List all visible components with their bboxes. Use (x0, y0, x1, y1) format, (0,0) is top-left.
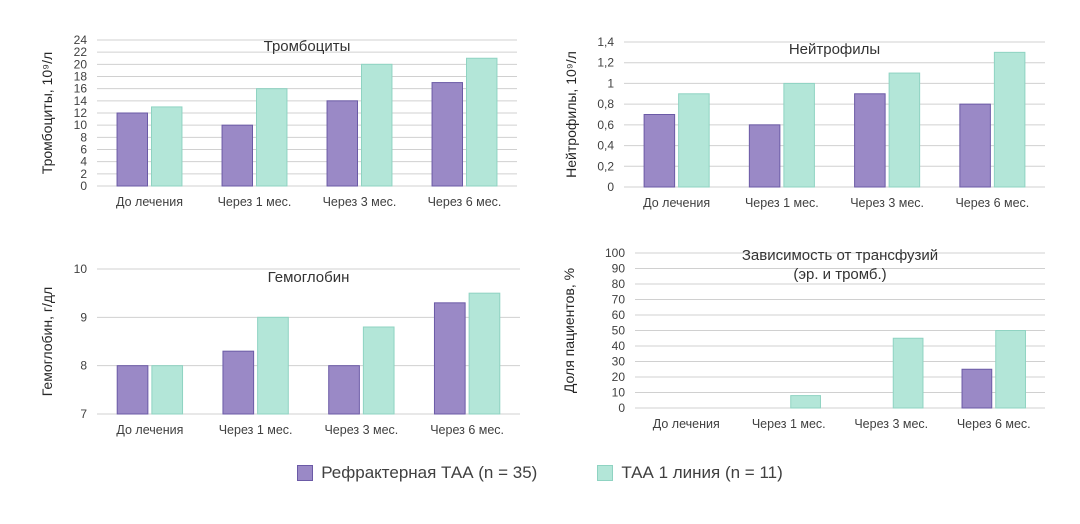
legend-label-refractory: Рефрактерная ТАА (n = 35) (321, 463, 538, 482)
neutrophils-chart-title: Нейтрофилы (789, 41, 880, 58)
hemoglobin-x-tick-label: До лечения (116, 423, 183, 437)
platelets-x-tick-label: Через 1 мес. (218, 195, 292, 209)
neutrophils-bar-first-line-3 (993, 51, 1026, 188)
platelets-y-tick-label: 22 (74, 45, 88, 59)
hemoglobin-x-tick-label: Через 1 мес. (219, 423, 293, 437)
platelets-x-tick-label: До лечения (116, 195, 183, 209)
platelets-y-tick-label: 4 (80, 155, 87, 169)
neutrophils-bar-first-line-2 (888, 72, 921, 188)
neutrophils-x-tick-label: До лечения (643, 196, 710, 210)
legend-swatch-first-line (597, 465, 614, 481)
neutrophils-x-tick-label: Через 6 мес. (955, 196, 1029, 210)
neutrophils-bar-refractory-2 (854, 93, 886, 188)
platelets-x-tick-label: Через 6 мес. (428, 195, 502, 209)
platelets-y-tick-label: 6 (80, 143, 87, 157)
neutrophils-y-tick-label: 0,4 (597, 139, 614, 153)
hemoglobin-y-tick-label: 7 (80, 407, 87, 421)
transfusion-x-tick-label: Через 3 мес. (854, 417, 928, 431)
platelets-bar-first-line-0 (151, 106, 183, 187)
neutrophils-y-tick-label: 1,2 (597, 56, 614, 70)
neutrophils-y-tick-label: 0 (607, 180, 614, 194)
transfusion-x-tick-label: Через 6 мес. (957, 417, 1031, 431)
platelets-y-tick-label: 12 (74, 106, 88, 120)
neutrophils-y-tick-label: 1,4 (597, 35, 614, 49)
transfusion-y-tick-label: 70 (612, 293, 626, 307)
transfusion-y-tick-label: 100 (605, 246, 625, 260)
transfusion-y-tick-label: 0 (618, 401, 625, 415)
platelets-bar-first-line-2 (361, 63, 393, 187)
hemoglobin-bar-first-line-2 (362, 326, 395, 415)
platelets-bar-refractory-1 (221, 124, 254, 187)
hemoglobin-bar-refractory-1 (222, 350, 255, 415)
transfusion-chart-subtitle: (эр. и тромб.) (793, 266, 886, 283)
transfusion-y-tick-label: 40 (612, 339, 626, 353)
platelets-y-tick-label: 16 (74, 82, 88, 96)
hemoglobin-y-tick-label: 8 (80, 359, 87, 373)
hemoglobin-y-tick-label: 9 (80, 310, 87, 324)
transfusion-x-tick-label: До лечения (653, 417, 720, 431)
neutrophils-bar-refractory-0 (643, 114, 676, 188)
transfusion-y-tick-label: 90 (612, 262, 626, 276)
hemoglobin-y-tick-label: 10 (74, 262, 88, 276)
platelets-y-tick-label: 8 (80, 130, 87, 144)
platelets-bar-refractory-3 (431, 82, 463, 187)
platelets-y-tick-label: 24 (74, 33, 88, 47)
neutrophils-bar-first-line-0 (678, 93, 710, 188)
neutrophils-y-tick-label: 0,6 (597, 118, 614, 132)
neutrophils-bar-refractory-3 (959, 103, 991, 188)
hemoglobin-bar-refractory-3 (433, 302, 466, 415)
platelets-y-tick-label: 2 (80, 167, 87, 181)
hemoglobin-chart-title: Гемоглобин (268, 269, 350, 286)
transfusion-y-tick-label: 80 (612, 277, 626, 291)
transfusion-y-tick-label: 50 (612, 324, 626, 338)
legend-label-first-line: ТАА 1 линия (n = 11) (621, 463, 783, 482)
hemoglobin-bar-refractory-0 (116, 365, 149, 415)
hemoglobin-bar-first-line-3 (468, 292, 501, 415)
platelets-y-tick-label: 20 (74, 57, 88, 71)
platelets-y-tick-label: 10 (74, 118, 88, 132)
hemoglobin-bar-first-line-1 (257, 316, 289, 415)
neutrophils-x-tick-label: Через 3 мес. (850, 196, 924, 210)
platelets-bar-first-line-1 (256, 88, 288, 187)
platelets-y-tick-label: 14 (74, 94, 88, 108)
neutrophils-y-tick-label: 0,8 (597, 97, 614, 111)
transfusion-bar-first-line-1 (790, 395, 821, 409)
legend-swatch-refractory (297, 465, 314, 481)
neutrophils-y-axis-label: Нейтрофилы, 10⁹/л (563, 51, 579, 178)
transfusion-chart-title: Зависимость от трансфузий (742, 247, 938, 264)
platelets-y-tick-label: 0 (80, 179, 87, 193)
transfusion-x-tick-label: Через 1 мес. (752, 417, 826, 431)
platelets-y-axis-label: Тромбоциты, 10⁹/л (39, 52, 55, 174)
neutrophils-bar-first-line-1 (783, 82, 815, 188)
platelets-bar-refractory-2 (326, 100, 358, 187)
hemoglobin-x-tick-label: Через 3 мес. (324, 423, 398, 437)
transfusion-y-tick-label: 60 (612, 308, 626, 322)
platelets-y-tick-label: 18 (74, 70, 88, 84)
platelets-bar-first-line-3 (466, 57, 498, 187)
transfusion-bar-refractory-3 (961, 368, 993, 409)
legend-item-first-line: ТАА 1 линия (n = 11) (597, 463, 783, 483)
platelets-bar-refractory-0 (116, 112, 149, 187)
transfusion-y-tick-label: 30 (612, 355, 626, 369)
legend: Рефрактерная ТАА (n = 35) ТАА 1 линия (n… (0, 458, 1080, 488)
hemoglobin-y-axis-label: Гемоглобин, г/дл (39, 287, 55, 396)
hemoglobin-bar-first-line-0 (151, 365, 184, 415)
platelets-x-tick-label: Через 3 мес. (323, 195, 397, 209)
transfusion-y-tick-label: 20 (612, 370, 626, 384)
transfusion-y-axis-label: Доля пациентов, % (561, 268, 577, 393)
neutrophils-x-tick-label: Через 1 мес. (745, 196, 819, 210)
transfusion-bar-first-line-3 (995, 330, 1026, 409)
transfusion-y-tick-label: 10 (612, 386, 626, 400)
platelets-chart-title: Тромбоциты (264, 38, 351, 55)
legend-item-refractory: Рефрактерная ТАА (n = 35) (297, 463, 537, 483)
transfusion-bar-first-line-2 (892, 337, 924, 409)
neutrophils-y-tick-label: 1 (607, 76, 614, 90)
neutrophils-bar-refractory-1 (748, 124, 781, 188)
neutrophils-y-tick-label: 0,2 (597, 159, 614, 173)
hemoglobin-x-tick-label: Через 6 мес. (430, 423, 504, 437)
hemoglobin-bar-refractory-2 (328, 365, 360, 415)
